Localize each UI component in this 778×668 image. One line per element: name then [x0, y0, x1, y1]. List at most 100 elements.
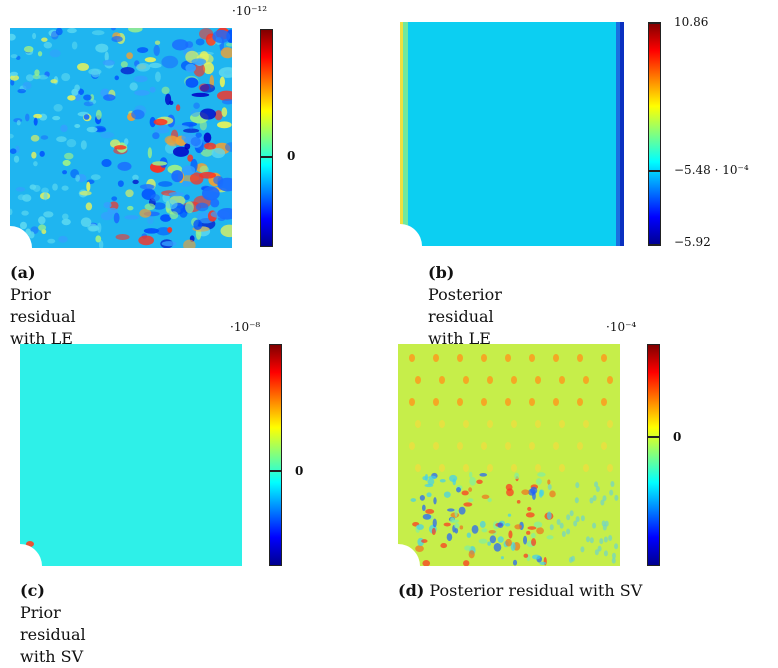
residual-blob	[86, 181, 91, 192]
residual-blob	[195, 132, 202, 138]
field-d-noise	[597, 545, 602, 552]
field-d-noise	[493, 542, 502, 552]
residual-blob	[113, 212, 120, 224]
field-b-left-edge	[400, 22, 403, 246]
residual-blob	[115, 233, 130, 241]
field-d-noise	[419, 495, 425, 501]
colorbar-d	[647, 344, 660, 566]
residual-blob	[95, 235, 102, 243]
residual-blob	[183, 239, 196, 248]
field-d-noise	[431, 527, 436, 536]
residual-blob	[17, 88, 26, 94]
residual-blob	[83, 101, 94, 107]
colorbar-b-tick-mid	[648, 170, 661, 172]
residual-blob	[90, 174, 101, 180]
field-d-spot	[601, 354, 607, 362]
residual-blob	[190, 109, 200, 117]
residual-blob	[127, 205, 134, 211]
residual-blob	[33, 161, 38, 167]
residual-blob	[185, 63, 196, 73]
residual-blob	[183, 128, 200, 133]
field-d-noise	[566, 528, 571, 535]
field-d-plot	[398, 344, 620, 566]
residual-blob	[114, 75, 120, 81]
residual-blob	[117, 161, 132, 171]
residual-blob	[10, 33, 16, 41]
field-a-plot	[10, 28, 232, 248]
field-d-noise	[510, 541, 516, 551]
field-d-noise	[561, 531, 566, 538]
field-d-noise	[422, 560, 431, 566]
field-d-noise	[469, 471, 473, 478]
residual-blob	[77, 62, 89, 71]
residual-blob	[15, 187, 26, 192]
residual-blob	[10, 148, 17, 155]
residual-blob	[50, 79, 58, 84]
field-d-spot	[577, 398, 583, 406]
field-d-noise	[451, 519, 459, 523]
residual-blob	[30, 134, 40, 142]
residual-blob	[16, 120, 21, 126]
field-d-noise	[546, 535, 554, 540]
field-d-noise	[504, 523, 511, 527]
field-d-noise	[440, 543, 448, 549]
field-d-spot	[505, 442, 511, 450]
field-d-spot	[415, 464, 421, 472]
field-d-noise	[547, 479, 551, 485]
residual-blob	[10, 54, 18, 59]
field-d-spot	[463, 464, 469, 472]
field-d-noise	[446, 533, 453, 542]
residual-blob	[210, 198, 220, 208]
residual-blob	[161, 55, 179, 69]
field-d-noise	[531, 538, 537, 547]
residual-blob	[193, 102, 200, 109]
colorbar-d-tick	[647, 436, 660, 438]
residual-blob	[160, 214, 172, 222]
field-d-noise	[463, 502, 473, 507]
colorbar-c	[269, 344, 282, 566]
residual-blob	[10, 79, 15, 86]
field-d-noise	[516, 500, 521, 504]
residual-blob	[33, 113, 43, 119]
field-d-noise	[489, 535, 497, 544]
field-d-noise	[594, 481, 599, 488]
residual-blob	[38, 224, 47, 231]
field-d-noise	[422, 476, 428, 481]
residual-blob	[32, 184, 41, 192]
field-d-spot	[433, 398, 439, 406]
residual-blob	[75, 174, 80, 182]
field-d-noise	[416, 524, 424, 530]
field-d-noise	[422, 513, 432, 520]
residual-blob	[221, 107, 228, 117]
field-d-noise	[479, 520, 486, 528]
residual-blob	[129, 82, 138, 91]
residual-blob	[55, 28, 63, 36]
residual-blob	[144, 203, 156, 211]
residual-blob	[193, 219, 203, 231]
residual-blob	[43, 192, 48, 201]
field-d-noise	[547, 484, 552, 491]
residual-blob	[74, 123, 81, 129]
residual-blob	[62, 213, 69, 220]
field-d-spot	[409, 354, 415, 362]
residual-blob	[184, 194, 190, 201]
residual-blob	[62, 159, 71, 167]
residual-blob	[111, 35, 123, 43]
residual-blob	[13, 155, 20, 163]
residual-blob	[165, 199, 178, 210]
residual-blob	[85, 202, 93, 211]
field-d-noise	[536, 527, 544, 535]
field-d-noise	[439, 478, 446, 483]
residual-blob	[153, 118, 168, 126]
residual-blob	[132, 174, 139, 181]
residual-blob	[49, 49, 61, 58]
field-d-noise	[614, 543, 619, 550]
residual-blob	[100, 131, 115, 139]
residual-blob	[199, 165, 209, 174]
residual-blob	[217, 90, 232, 101]
residual-blob	[132, 179, 139, 185]
residual-blob	[198, 28, 214, 40]
exponent-d: ·10⁻⁴	[606, 320, 637, 334]
hole-b	[400, 224, 422, 246]
field-d-noise	[454, 508, 458, 518]
